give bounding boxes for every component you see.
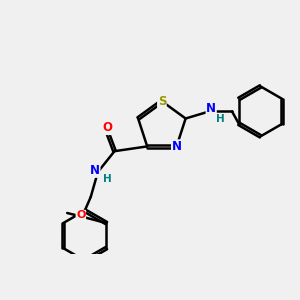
Text: N: N [206,103,216,116]
Text: O: O [76,210,86,220]
Text: H: H [216,113,224,124]
Text: O: O [102,122,112,134]
Text: S: S [158,95,166,108]
Text: N: N [172,140,182,153]
Text: H: H [103,174,112,184]
Text: N: N [90,164,100,177]
